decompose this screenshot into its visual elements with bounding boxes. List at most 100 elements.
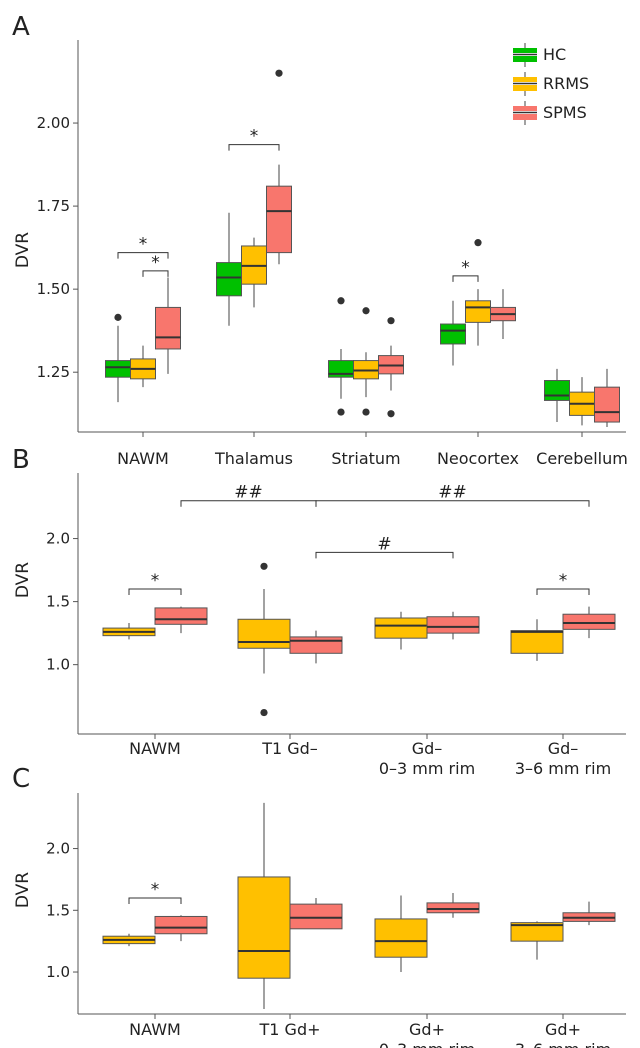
box-rrms <box>374 611 428 650</box>
y-tick-label: 1.25 <box>37 363 70 381</box>
significance-label: * <box>139 235 148 255</box>
outlier-point <box>362 408 370 416</box>
significance-bracket <box>452 275 479 282</box>
panel-a: A 1.25 1.50 1.75 2.00 DVR NAWM Thalamus Striatum… <box>12 12 628 468</box>
box-hc <box>328 297 354 416</box>
box-spms <box>154 915 208 942</box>
legend-label-spms: SPMS <box>543 103 587 122</box>
significance-label: ## <box>438 483 467 503</box>
panel-letter: C <box>12 764 30 794</box>
panel-letter: A <box>12 12 30 42</box>
y-axis-title: DVR <box>13 872 33 908</box>
legend-swatch <box>513 106 537 111</box>
box-hc <box>105 313 131 403</box>
y-tick-label: 2.0 <box>46 840 70 858</box>
box-body <box>510 630 564 654</box>
y-axis-title: DVR <box>13 232 33 268</box>
outlier-point <box>387 410 395 418</box>
y-tick-label: 1.50 <box>37 280 70 298</box>
x-tick-sublabel: 0–3 mm rim <box>379 759 475 778</box>
y-axis-title: DVR <box>13 562 33 598</box>
legend-swatch <box>513 77 537 82</box>
x-tick-label: NAWM <box>129 1020 181 1039</box>
y-tick-label: 1.0 <box>46 963 70 981</box>
y-tick-label: 2.00 <box>37 114 70 132</box>
significance-label: * <box>250 127 259 147</box>
x-tick-label: T1 Gd+ <box>259 1020 321 1039</box>
significance-bracket <box>315 500 590 507</box>
box-rrms <box>569 377 595 426</box>
box-body <box>465 300 491 323</box>
x-tick-label: Gd– <box>412 739 443 758</box>
box-body <box>237 876 291 979</box>
significance-bracket <box>142 270 169 277</box>
box-spms <box>266 69 292 265</box>
box-body <box>374 918 428 958</box>
box-rrms <box>237 562 291 717</box>
outlier-point <box>114 313 122 321</box>
box-body <box>426 616 480 634</box>
box-body <box>510 922 564 942</box>
box-rrms <box>102 623 156 640</box>
x-tick-label: Gd– <box>548 739 579 758</box>
box-rrms <box>102 933 156 947</box>
significance-bracket <box>228 144 280 151</box>
box-spms <box>426 893 480 918</box>
outlier-point <box>362 307 370 315</box>
outlier-point <box>337 297 345 305</box>
box-body <box>562 613 616 630</box>
box-rrms <box>237 802 291 1010</box>
significance-label: ## <box>234 483 263 503</box>
box-body <box>374 617 428 639</box>
box-rrms <box>241 237 267 308</box>
legend-swatch <box>513 48 537 53</box>
x-tick-label: T1 Gd– <box>261 739 318 758</box>
box-body <box>289 636 343 654</box>
box-body <box>544 380 570 401</box>
legend: HC RRMS SPMS <box>513 43 589 125</box>
box-spms <box>289 630 343 664</box>
significance-label: * <box>151 253 160 273</box>
outlier-point <box>275 69 283 77</box>
y-tick-label: 1.5 <box>46 593 70 611</box>
significance-bracket <box>315 551 454 559</box>
x-tick-label: Neocortex <box>437 449 519 468</box>
outlier-point <box>337 408 345 416</box>
box-spms <box>289 897 343 930</box>
box-spms <box>154 606 208 634</box>
box-body <box>237 618 291 649</box>
y-tick-label: 2.0 <box>46 530 70 548</box>
legend-label-hc: HC <box>543 45 566 64</box>
box-spms <box>594 368 620 428</box>
box-spms <box>562 606 616 639</box>
significance-label: * <box>151 880 160 900</box>
x-tick-label: Gd+ <box>409 1020 445 1039</box>
box-body <box>440 323 466 345</box>
legend-swatch <box>513 56 537 62</box>
box-rrms <box>510 619 564 661</box>
box-body <box>154 607 208 625</box>
box-spms <box>562 901 616 926</box>
x-tick-label: Striatum <box>331 449 400 468</box>
significance-label: * <box>559 571 568 591</box>
y-tick-label: 1.0 <box>46 656 70 674</box>
significance-label: # <box>377 534 391 554</box>
box-rrms <box>465 239 491 346</box>
significance-bracket <box>128 588 182 595</box>
x-tick-sublabel: 0–3 mm rim <box>379 1040 475 1048</box>
y-tick-label: 1.75 <box>37 197 70 215</box>
box-rrms <box>510 921 564 960</box>
box-hc <box>440 300 466 366</box>
box-rrms <box>374 895 428 973</box>
box-hc <box>216 212 242 326</box>
significance-bracket <box>536 588 590 595</box>
outlier-point <box>387 317 395 325</box>
y-tick-label: 1.5 <box>46 901 70 919</box>
significance-bracket <box>117 252 169 259</box>
box-body <box>216 262 242 297</box>
legend-label-rrms: RRMS <box>543 74 589 93</box>
x-tick-sublabel: 3–6 mm rim <box>515 759 611 778</box>
